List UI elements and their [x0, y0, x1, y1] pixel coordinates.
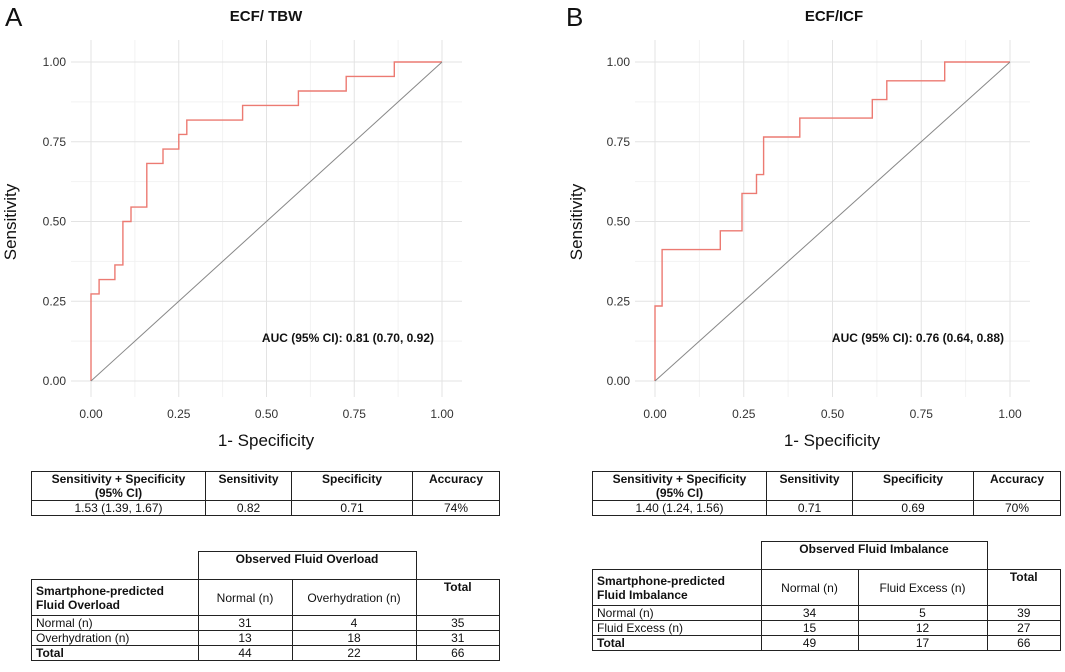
cell-value: 18: [291, 630, 417, 646]
metrics-header-sens-spec: Sensitivity + Specificity (95% CI): [592, 471, 767, 501]
col-header-overhydration: Overhydration (n): [291, 579, 417, 616]
y-tick-label: 0.25: [607, 294, 631, 308]
panel-letter-b: B: [566, 2, 584, 32]
auc-annotation: AUC (95% CI): 0.76 (0.64, 0.88): [832, 331, 1004, 345]
metrics-table-b: Sensitivity + Specificity (95% CI) Sensi…: [592, 471, 1061, 516]
metrics-value-specificity: 0.71: [291, 500, 413, 516]
contingency-table-a: Observed Fluid Overload Smartphone-predi…: [31, 551, 500, 661]
reference-diagonal: [90, 61, 443, 382]
metrics-header-sensitivity: Sensitivity: [205, 471, 292, 501]
total-row-label: Total: [31, 645, 199, 661]
x-tick-label: 0.50: [821, 407, 845, 421]
row-header: Smartphone-predicted Fluid Imbalance: [592, 569, 762, 606]
metrics-header-accuracy: Accuracy: [412, 471, 500, 501]
x-tick-label: 0.25: [167, 407, 191, 421]
chart-title-a: ECF/ TBW: [229, 8, 303, 25]
x-tick-label: 0.00: [79, 407, 103, 421]
metrics-value-accuracy: 74%: [412, 500, 500, 516]
row-label: Normal (n): [31, 615, 199, 631]
row-label: Overhydration (n): [31, 630, 199, 646]
cell-value: 5: [857, 605, 988, 621]
col-header-normal: Normal (n): [197, 579, 293, 616]
roc-charts: 0.00 0.25 0.50 0.75 1.00 0.00 0.25 0.50 0.75 1.00…: [1, 40, 1030, 450]
total-row-label: Total: [592, 635, 762, 651]
cell-value: 4: [291, 615, 417, 631]
y-tick-label: 0.25: [43, 294, 67, 308]
row-header: Smartphone-predicted Fluid Overload: [31, 579, 199, 616]
y-axis-label: Sensitivity: [1, 183, 20, 260]
y-tick-label: 0.75: [607, 135, 631, 149]
cell-value: 15: [760, 620, 859, 636]
metrics-value-sensitivity: 0.71: [766, 500, 853, 516]
x-tick-label: 1.00: [998, 407, 1022, 421]
col-header-total: Total: [415, 579, 500, 616]
cell-total: 31: [415, 630, 500, 646]
cell-value: 22: [291, 645, 417, 661]
cell-total: 27: [986, 620, 1061, 636]
metrics-table-a: Sensitivity + Specificity (95% CI) Sensi…: [31, 471, 500, 516]
y-axis-label: Sensitivity: [567, 183, 586, 260]
metrics-header-specificity: Specificity: [291, 471, 413, 501]
cell-total: 66: [415, 645, 500, 661]
cell-value: 12: [857, 620, 988, 636]
x-tick-label: 0.25: [732, 407, 756, 421]
x-tick-label: 0.75: [343, 407, 367, 421]
x-tick-label: 1.00: [430, 407, 454, 421]
metrics-value-accuracy: 70%: [973, 500, 1061, 516]
cell-value: 17: [857, 635, 988, 651]
cell-total: 35: [415, 615, 500, 631]
metrics-value-sens-spec: 1.40 (1.24, 1.56): [592, 500, 767, 516]
y-tick-label: 0.75: [43, 135, 67, 149]
col-header-fluid-excess: Fluid Excess (n): [857, 569, 988, 606]
cell-value: 13: [197, 630, 293, 646]
roc-curve: [654, 61, 1010, 381]
reference-diagonal: [654, 61, 1011, 382]
metrics-value-specificity: 0.69: [852, 500, 974, 516]
roc-chart-b: 0.00 0.25 0.50 0.75 1.00 0.00 0.25 0.50 0.75 1.00…: [567, 40, 1030, 450]
cell-value: 44: [197, 645, 293, 661]
y-tick-label: 0.00: [43, 374, 67, 388]
y-tick-label: 1.00: [43, 55, 67, 69]
chart-title-b: ECF/ICF: [804, 8, 864, 25]
metrics-header-sens-spec: Sensitivity + Specificity (95% CI): [31, 471, 206, 501]
col-header-normal: Normal (n): [760, 569, 859, 606]
row-label: Normal (n): [592, 605, 762, 621]
y-tick-label: 0.00: [607, 374, 631, 388]
x-tick-label: 0.75: [910, 407, 934, 421]
metrics-value-sensitivity: 0.82: [205, 500, 292, 516]
observed-header: Observed Fluid Imbalance: [760, 541, 988, 570]
y-tick-label: 0.50: [43, 215, 67, 229]
panel-letter-a: A: [5, 2, 23, 32]
row-label: Fluid Excess (n): [592, 620, 762, 636]
metrics-header-sensitivity: Sensitivity: [766, 471, 853, 501]
x-tick-label: 0.50: [255, 407, 279, 421]
cell-value: 31: [197, 615, 293, 631]
roc-chart-a: 0.00 0.25 0.50 0.75 1.00 0.00 0.25 0.50 0.75 1.00…: [1, 40, 462, 450]
x-axis-label: 1- Specificity: [218, 431, 315, 450]
x-axis-label: 1- Specificity: [784, 431, 881, 450]
col-header-total: Total: [986, 569, 1061, 606]
metrics-value-sens-spec: 1.53 (1.39, 1.67): [31, 500, 206, 516]
roc-curve: [90, 61, 442, 381]
metrics-header-specificity: Specificity: [852, 471, 974, 501]
y-tick-label: 1.00: [607, 55, 631, 69]
x-tick-label: 0.00: [643, 407, 667, 421]
contingency-table-b: Observed Fluid Imbalance Smartphone-pred…: [592, 541, 1061, 651]
cell-total: 66: [986, 635, 1061, 651]
metrics-header-accuracy: Accuracy: [973, 471, 1061, 501]
cell-value: 49: [760, 635, 859, 651]
y-tick-label: 0.50: [607, 215, 631, 229]
observed-header: Observed Fluid Overload: [197, 551, 417, 580]
cell-total: 39: [986, 605, 1061, 621]
cell-value: 34: [760, 605, 859, 621]
auc-annotation: AUC (95% CI): 0.81 (0.70, 0.92): [262, 331, 434, 345]
